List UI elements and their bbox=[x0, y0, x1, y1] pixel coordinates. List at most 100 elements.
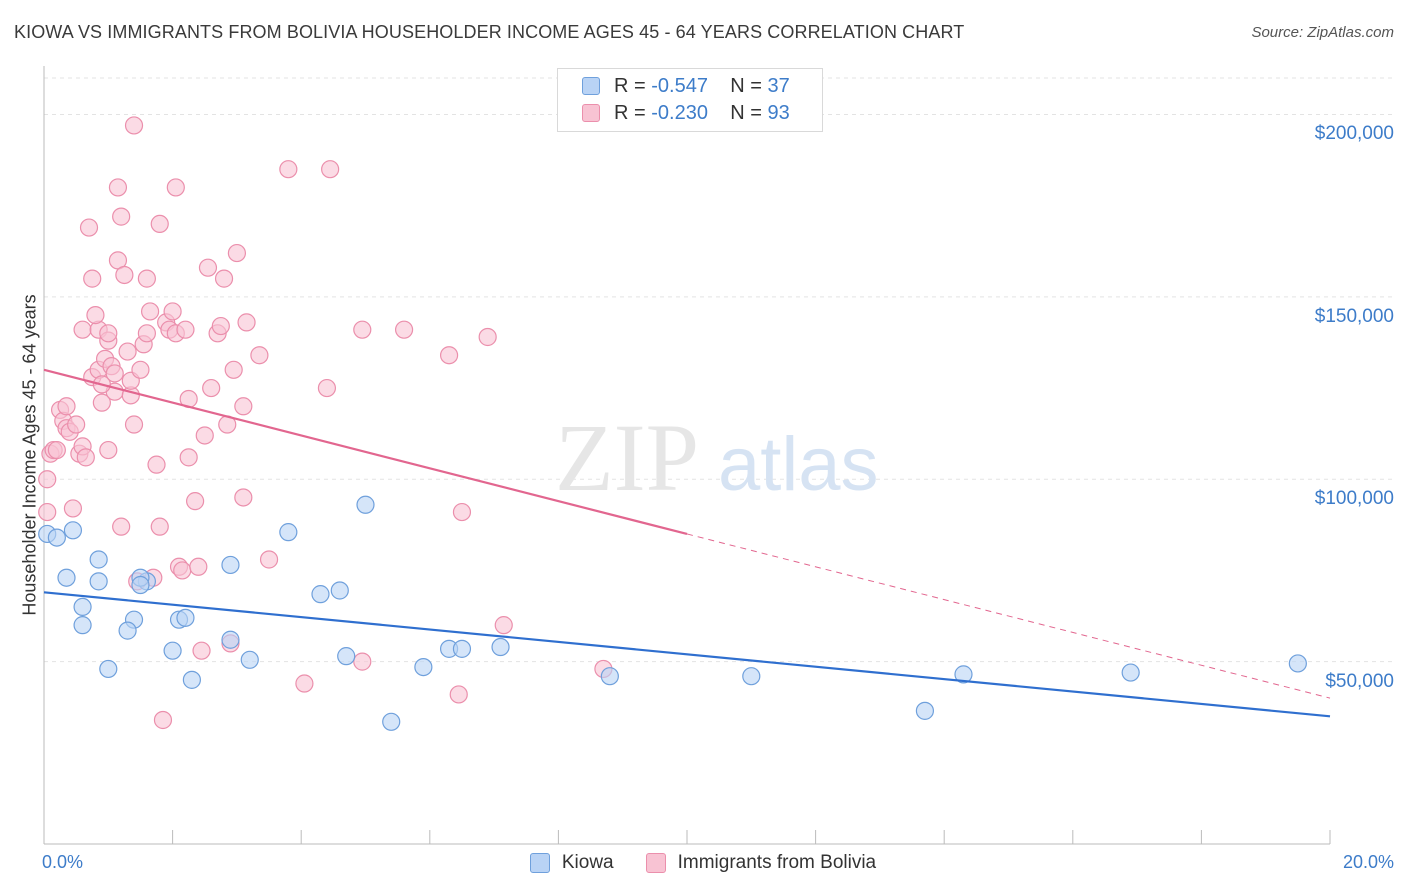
kiowa-point bbox=[915, 701, 935, 720]
bolivia-point bbox=[189, 557, 208, 576]
series-legend: Kiowa Immigrants from Bolivia bbox=[0, 852, 1406, 874]
bolivia-point bbox=[250, 346, 269, 365]
x-tick-max: 20.0% bbox=[1342, 852, 1394, 872]
legend-item-bolivia: Immigrants from Bolivia bbox=[645, 852, 876, 874]
bolivia-point bbox=[99, 440, 118, 460]
kiowa-point bbox=[452, 639, 472, 658]
bolivia-point bbox=[112, 517, 131, 536]
bolivia-point bbox=[131, 360, 150, 379]
bolivia-point bbox=[73, 320, 92, 339]
kiowa-point bbox=[73, 597, 92, 617]
kiowa-point bbox=[330, 581, 349, 600]
bolivia-point bbox=[478, 327, 497, 347]
kiowa-swatch bbox=[582, 77, 600, 95]
bolivia-point bbox=[439, 346, 459, 365]
series-bolivia bbox=[38, 116, 613, 730]
trend-lines bbox=[43, 368, 1331, 718]
series-kiowa bbox=[38, 495, 1307, 731]
r-value: -0.547 bbox=[651, 74, 708, 97]
kiowa-legend-swatch bbox=[529, 853, 550, 873]
kiowa-point bbox=[47, 528, 66, 547]
bolivia-point bbox=[124, 116, 144, 135]
bolivia-point bbox=[295, 674, 314, 693]
bolivia-point bbox=[47, 440, 66, 460]
bolivia-point bbox=[214, 269, 234, 288]
bolivia-point bbox=[176, 320, 195, 339]
kiowa-point bbox=[240, 650, 259, 669]
bolivia-point bbox=[63, 499, 83, 518]
kiowa-point bbox=[1121, 663, 1140, 682]
bolivia-point bbox=[353, 652, 372, 671]
y-axis-label: Householder Income Ages 45 - 64 years bbox=[19, 294, 40, 616]
bolivia-point bbox=[202, 378, 221, 398]
kiowa-point bbox=[742, 667, 761, 686]
bolivia-point bbox=[137, 269, 156, 288]
bolivia-point bbox=[192, 641, 211, 660]
bolivia-point bbox=[449, 685, 468, 704]
kiowa-point bbox=[118, 621, 137, 640]
bolivia-point bbox=[211, 316, 230, 336]
bolivia-point bbox=[317, 378, 337, 398]
r-value: -0.230 bbox=[651, 101, 708, 124]
kiowa-point bbox=[356, 495, 375, 514]
bolivia-swatch bbox=[582, 104, 600, 122]
watermark-zip: ZIP bbox=[555, 404, 699, 511]
bolivia-point bbox=[179, 448, 198, 467]
bolivia-point bbox=[452, 502, 472, 522]
bolivia-point bbox=[150, 214, 169, 234]
kiowa-point bbox=[954, 665, 973, 684]
y-tick-label: $50,000 bbox=[1325, 670, 1394, 692]
bolivia-point bbox=[79, 218, 99, 237]
bolivia-point bbox=[38, 502, 57, 522]
kiowa-point bbox=[73, 616, 92, 635]
bolivia-point bbox=[115, 265, 134, 285]
gridlines bbox=[44, 77, 1395, 663]
kiowa-point bbox=[89, 572, 108, 591]
kiowa-point bbox=[99, 659, 118, 679]
bolivia-point bbox=[237, 313, 256, 332]
kiowa-point bbox=[414, 657, 433, 677]
bolivia-point bbox=[86, 305, 105, 325]
bolivia-point bbox=[198, 258, 218, 277]
r-label: R = bbox=[614, 101, 646, 124]
stats-row-kiowa: R = -0.547 N = 37 bbox=[582, 73, 790, 99]
bolivia-point bbox=[140, 302, 160, 321]
bolivia-point bbox=[234, 397, 253, 416]
n-label: N = bbox=[730, 101, 762, 124]
legend-item-kiowa: Kiowa bbox=[529, 852, 614, 874]
bolivia-point bbox=[279, 160, 298, 179]
kiowa-point bbox=[182, 670, 201, 689]
bolivia-point bbox=[224, 360, 243, 379]
kiowa-point bbox=[221, 630, 240, 649]
kiowa-point bbox=[1288, 654, 1307, 673]
stats-row-bolivia: R = -0.230 N = 93 bbox=[582, 100, 790, 126]
watermark-atlas: atlas bbox=[718, 422, 879, 507]
bolivia-trend-extension bbox=[686, 533, 1331, 699]
bolivia-point bbox=[92, 393, 111, 412]
bolivia-point bbox=[105, 364, 124, 383]
bolivia-point bbox=[67, 415, 86, 434]
source-label: Source: ZipAtlas.com bbox=[1251, 24, 1394, 41]
bolivia-point bbox=[394, 320, 414, 339]
bolivia-point bbox=[195, 426, 214, 445]
bolivia-point bbox=[153, 710, 173, 730]
bolivia-point bbox=[99, 324, 118, 343]
x-tick-min: 0.0% bbox=[42, 852, 84, 872]
n-value: 37 bbox=[767, 74, 790, 97]
bolivia-point bbox=[38, 470, 57, 489]
bolivia-point bbox=[234, 488, 253, 507]
bolivia-point bbox=[57, 397, 76, 416]
stats-legend: R = -0.547 N = 37 R = -0.230 N = 93 bbox=[557, 68, 823, 132]
y-tick-label: $150,000 bbox=[1314, 305, 1394, 327]
kiowa-point bbox=[337, 647, 356, 666]
kiowa-point bbox=[57, 568, 76, 587]
legend-label-kiowa: Kiowa bbox=[561, 852, 614, 873]
bolivia-point bbox=[186, 492, 205, 511]
kiowa-point bbox=[163, 641, 182, 660]
bolivia-point bbox=[83, 269, 102, 288]
chart-title: KIOWA VS IMMIGRANTS FROM BOLIVIA HOUSEHO… bbox=[14, 22, 965, 42]
kiowa-trend-line bbox=[43, 591, 1331, 718]
kiowa-point bbox=[491, 637, 510, 657]
kiowa-point bbox=[63, 521, 83, 540]
bolivia-point bbox=[147, 455, 166, 474]
